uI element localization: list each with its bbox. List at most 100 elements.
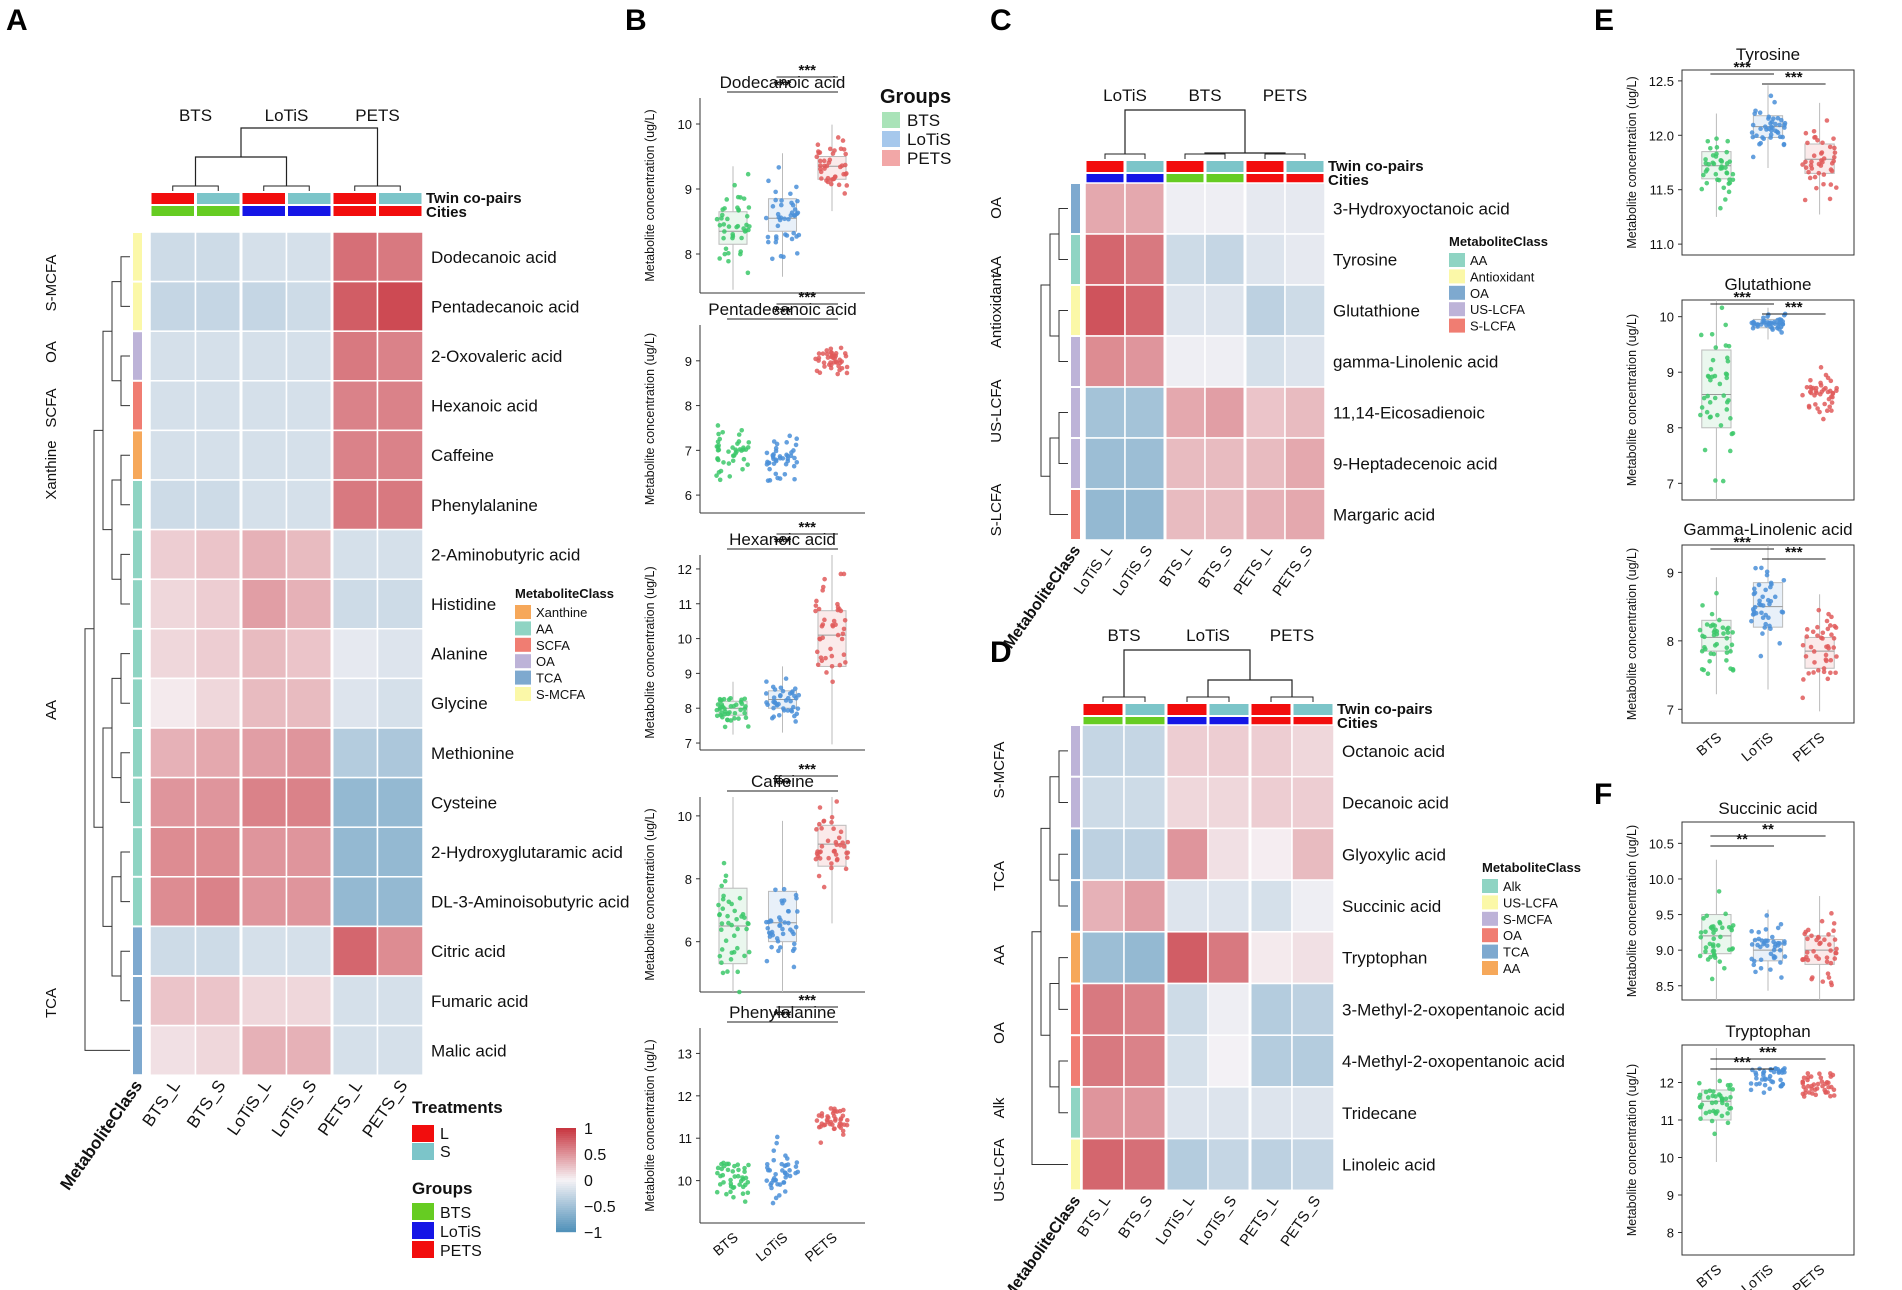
y-tick-label: 7 — [685, 736, 692, 751]
row-dendrogram — [1031, 750, 1068, 1165]
color-scale-step — [556, 1130, 576, 1133]
data-point-pets — [821, 158, 827, 164]
heatmap-cell-malic-acid-bts-s — [194, 1024, 242, 1076]
city-cell-bts-s — [197, 206, 240, 216]
dendrogram-branch — [1058, 208, 1068, 260]
data-point-lotis — [793, 892, 799, 898]
color-scale-step — [556, 1188, 576, 1191]
heatmap-cell-gamma-linolenic-acid-lotis-l — [1084, 335, 1126, 388]
significance-label: ** — [1762, 821, 1774, 838]
subplot-title: Hexanoic acid — [729, 530, 836, 549]
data-point-lotis — [1765, 597, 1771, 603]
heatmap-cell-tyrosine-bts-s — [1204, 233, 1246, 286]
data-point-lotis — [773, 1195, 779, 1201]
data-point-lotis — [1778, 317, 1784, 323]
y-tick-label: 12 — [1660, 1076, 1674, 1091]
y-tick-label: 7 — [1667, 702, 1674, 717]
data-point-lotis — [786, 920, 791, 926]
dendrogram-branch — [1058, 957, 1068, 1010]
y-tick-label: 12 — [678, 1089, 692, 1104]
heatmap-cell-2-aminobutyric-acid-bts-l — [149, 528, 197, 580]
data-point-bts — [722, 724, 728, 730]
data-point-lotis — [1753, 969, 1758, 975]
row-label-glycine: Glycine — [431, 694, 488, 713]
heatmap-cell-glutathione-lotis-s — [1124, 284, 1166, 337]
data-point-bts — [735, 969, 741, 975]
dotplot-b-dodecanoic-acid: 8 9 10 Dodecanoic acid Metabolite concentrat… — [643, 62, 865, 294]
class-legend-label-scfa: SCFA — [536, 638, 570, 653]
groups-legend-swatch-pets — [882, 150, 900, 166]
color-scale-step — [556, 1134, 576, 1137]
data-point-pets — [819, 844, 825, 849]
class-cell-caffeine — [133, 431, 142, 479]
data-point-lotis — [780, 931, 786, 937]
data-point-bts — [1724, 407, 1730, 412]
data-point-lotis — [778, 685, 784, 691]
heatmap-cell-linoleic-acid-lotis-s — [1207, 1137, 1251, 1192]
color-scale-step — [556, 1152, 576, 1155]
heatmap-cell-glyoxylic-acid-lotis-l — [1165, 827, 1209, 881]
city-cell-pets-s — [1293, 717, 1333, 727]
data-point-bts — [1702, 644, 1707, 650]
color-scale-step — [556, 1206, 576, 1209]
group-separator — [239, 232, 243, 1076]
treatment-cell-bts-s — [1125, 704, 1165, 715]
class-cell-2-oxovaleric-acid — [133, 332, 142, 380]
data-point-bts — [1699, 666, 1705, 672]
data-point-lotis — [1752, 111, 1757, 116]
data-point-bts — [1718, 166, 1723, 171]
data-point-lotis — [779, 1161, 785, 1167]
data-point-pets — [837, 1121, 843, 1127]
heatmap-cell-methionine-bts-s — [194, 727, 242, 779]
class-cell-3-methyl-2-oxopentanoic-acid — [1071, 984, 1080, 1035]
data-point-bts — [1711, 952, 1717, 957]
color-scale-step — [556, 1138, 576, 1141]
dendrogram-branch — [120, 355, 130, 407]
data-point-lotis — [774, 936, 780, 941]
data-point-pets — [819, 1113, 825, 1119]
data-point-lotis — [765, 702, 770, 708]
column-dendrogram — [172, 127, 401, 191]
data-point-bts — [717, 222, 723, 228]
data-point-pets — [815, 662, 821, 668]
data-point-pets — [1824, 658, 1829, 664]
heatmap-cell-alanine-bts-s — [194, 628, 242, 680]
color-scale-step — [556, 1176, 576, 1179]
heatmap-cell-citric-acid-bts-l — [149, 925, 197, 977]
data-point-pets — [1806, 169, 1811, 175]
y-tick-label: 12.0 — [1649, 128, 1674, 143]
data-point-pets — [1819, 918, 1825, 924]
heatmap-cell-2-hydroxyglutaramic-acid-bts-l — [149, 826, 197, 878]
heatmap-cell-fumaric-acid-lotis-s — [285, 975, 333, 1027]
heatmap-cell-dodecanoic-acid-lotis-l — [240, 231, 288, 283]
dendrogram-branch — [111, 876, 121, 977]
data-point-bts — [1715, 1109, 1720, 1114]
y-tick-label: 11.0 — [1650, 237, 1674, 252]
y-tick-label: 10 — [678, 632, 692, 647]
data-point-bts — [730, 458, 736, 464]
data-point-pets — [1818, 151, 1824, 156]
dendrogram-branch — [120, 256, 130, 307]
row-label-methionine: Methionine — [431, 744, 514, 763]
data-point-pets — [821, 360, 827, 366]
dendrogram-branch — [120, 851, 130, 903]
data-point-pets — [1813, 1092, 1819, 1098]
data-point-pets — [840, 138, 846, 143]
data-point-lotis — [1752, 586, 1757, 592]
annotation-label-twin: Twin co-pairs — [1328, 158, 1424, 175]
data-point-lotis — [1749, 320, 1755, 326]
data-point-bts — [1709, 1118, 1715, 1124]
data-point-pets — [1833, 185, 1839, 190]
heatmap-cell-phenylalanine-lotis-l — [240, 479, 288, 531]
data-point-lotis — [1768, 580, 1774, 586]
data-point-lotis — [1764, 913, 1770, 918]
significance-label: *** — [774, 776, 792, 793]
color-scale-step — [556, 1182, 576, 1185]
data-point-pets — [813, 603, 819, 608]
annotation-label-twin: Twin co-pairs — [426, 190, 522, 207]
heatmap-cell-2-hydroxyglutaramic-acid-pets-s — [376, 826, 424, 878]
data-point-pets — [1829, 632, 1834, 638]
data-point-lotis — [777, 1193, 782, 1198]
dotplot-e-tyrosine: 11.0 11.5 12.0 12.5 Tyrosine Metabolite conce… — [1625, 45, 1855, 256]
city-cell-lotis-s — [288, 206, 331, 216]
